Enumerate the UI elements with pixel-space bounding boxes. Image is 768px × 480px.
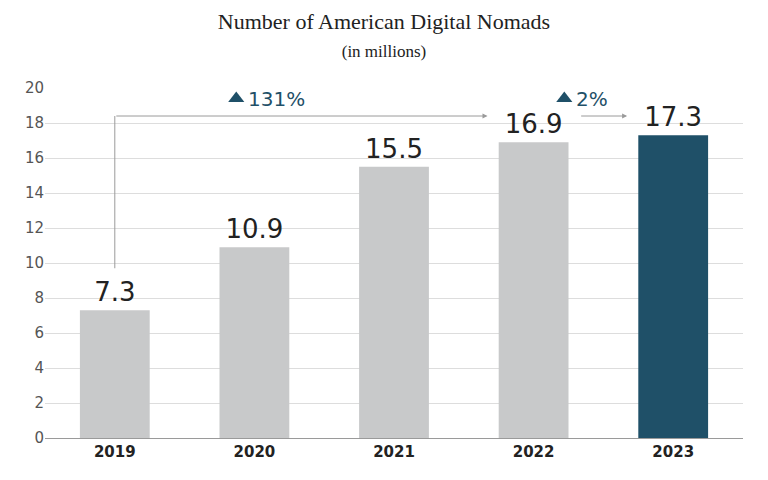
svg-text:2019: 2019: [94, 443, 136, 461]
svg-text:131%: 131%: [248, 87, 305, 111]
svg-text:16.9: 16.9: [505, 109, 563, 139]
svg-text:10.9: 10.9: [225, 214, 283, 244]
svg-text:15.5: 15.5: [365, 134, 423, 164]
svg-text:2020: 2020: [234, 443, 276, 461]
svg-text:20: 20: [25, 79, 44, 97]
svg-text:17.3: 17.3: [644, 102, 702, 132]
svg-text:2023: 2023: [652, 443, 694, 461]
svg-text:4: 4: [34, 359, 44, 377]
svg-text:14: 14: [25, 184, 44, 202]
svg-text:8: 8: [34, 289, 44, 307]
svg-text:16: 16: [25, 149, 44, 167]
svg-text:2%: 2%: [576, 87, 608, 111]
svg-text:Number of American Digital Nom: Number of American Digital Nomads(in mil…: [218, 9, 550, 62]
svg-text:7.3: 7.3: [94, 277, 135, 307]
svg-text:0: 0: [34, 429, 44, 447]
svg-text:6: 6: [34, 324, 44, 342]
svg-text:2: 2: [34, 394, 44, 412]
svg-text:18: 18: [25, 114, 44, 132]
svg-text:2021: 2021: [373, 443, 415, 461]
svg-text:2022: 2022: [513, 443, 555, 461]
svg-text:10: 10: [25, 254, 44, 272]
svg-text:12: 12: [25, 219, 44, 237]
